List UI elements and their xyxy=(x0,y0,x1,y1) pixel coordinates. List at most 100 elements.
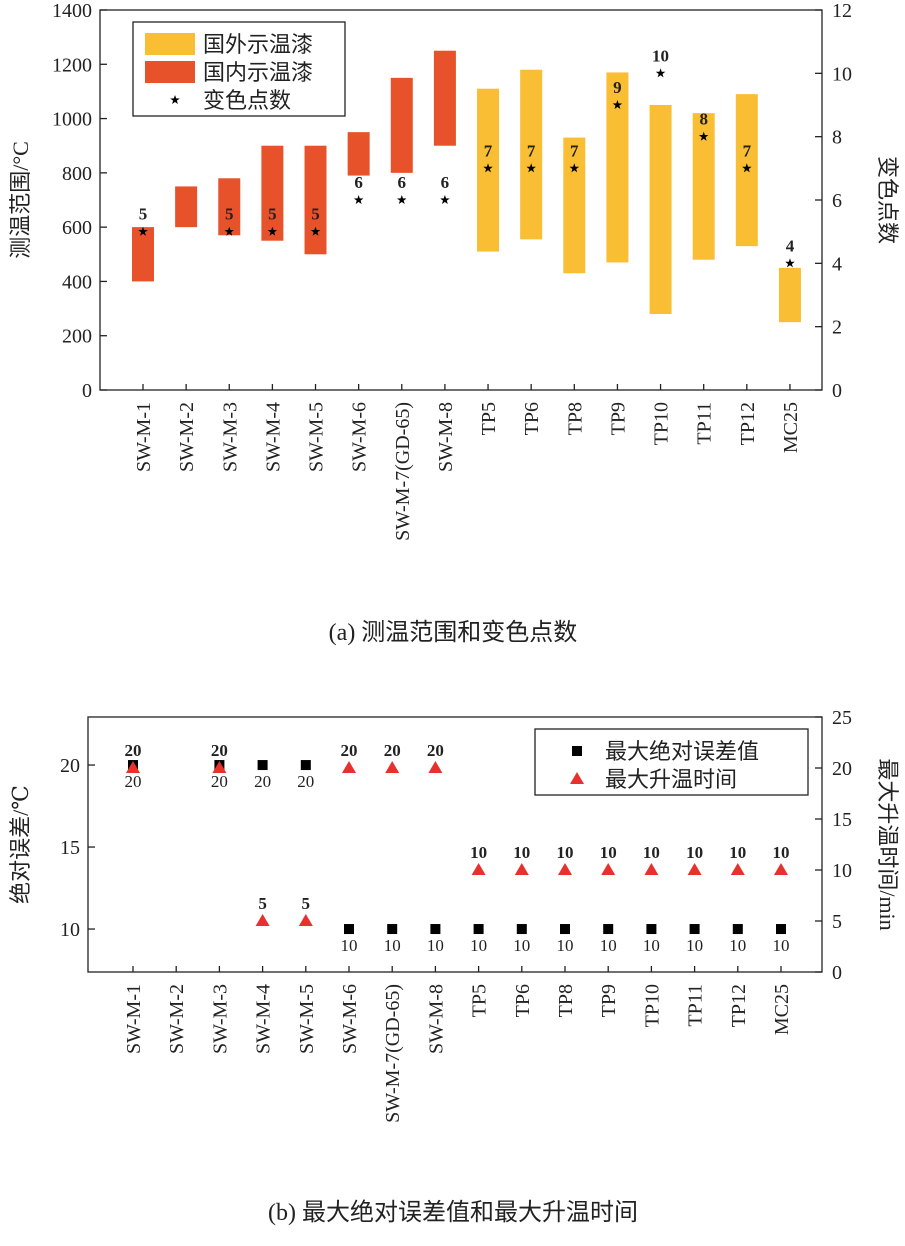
data-label: 20 xyxy=(254,772,271,791)
marker xyxy=(569,163,580,173)
range-bar xyxy=(347,132,370,176)
marker xyxy=(138,226,148,236)
range-bar xyxy=(649,105,672,314)
range-bar xyxy=(563,137,586,274)
y2-axis-label: 最大升温时间/min xyxy=(875,758,900,930)
marker xyxy=(687,863,702,875)
y-tick-label: 15 xyxy=(60,837,80,859)
data-label: 10 xyxy=(427,936,444,955)
x-tick-label: TP6 xyxy=(521,402,543,435)
data-label: 5 xyxy=(268,205,277,224)
range-bar xyxy=(175,186,198,228)
legend-label: 国内示温漆 xyxy=(203,60,313,85)
data-label: 10 xyxy=(470,843,487,862)
data-label: 10 xyxy=(557,843,574,862)
x-tick-label: SW-M-3 xyxy=(209,984,231,1054)
data-label: 20 xyxy=(211,741,228,760)
range-bar xyxy=(132,227,154,282)
x-tick-label: TP10 xyxy=(641,984,663,1027)
legend-marker xyxy=(572,746,582,756)
marker xyxy=(212,761,227,773)
marker xyxy=(224,226,234,236)
marker xyxy=(698,131,709,141)
y2-tick-label: 10 xyxy=(832,860,852,882)
legend-label: 变色点数 xyxy=(203,88,291,113)
data-label: 10 xyxy=(773,936,790,955)
marker xyxy=(428,761,443,773)
data-label: 5 xyxy=(225,205,234,224)
range-bar xyxy=(304,145,327,255)
y-axis-label: 测温范围/°C xyxy=(8,141,33,259)
range-bar xyxy=(520,69,543,240)
data-label: 20 xyxy=(125,772,142,791)
data-label: 20 xyxy=(427,741,444,760)
marker xyxy=(300,760,311,771)
legend-swatch xyxy=(145,61,195,83)
marker xyxy=(387,924,398,935)
x-tick-label: TP8 xyxy=(555,984,577,1017)
x-tick-label: SW-M-1 xyxy=(133,402,155,472)
chart-title: (b) 最大绝对误差值和最大升温时间 xyxy=(268,1199,638,1226)
marker xyxy=(430,924,441,935)
data-label: 6 xyxy=(441,173,450,192)
marker xyxy=(612,100,623,109)
y-tick-label: 800 xyxy=(62,163,92,185)
marker xyxy=(732,924,743,935)
x-tick-label: SW-M-2 xyxy=(176,402,198,472)
marker xyxy=(385,761,400,773)
data-label: 6 xyxy=(398,173,407,192)
data-label: 10 xyxy=(643,843,660,862)
x-tick-label: TP9 xyxy=(607,402,629,435)
x-tick-label: SW-M-4 xyxy=(253,984,275,1054)
x-tick-label: SW-M-5 xyxy=(306,402,328,472)
range-bar xyxy=(261,145,284,241)
data-label: 10 xyxy=(557,936,574,955)
legend-marker xyxy=(170,95,180,104)
marker xyxy=(742,163,752,173)
data-label: 10 xyxy=(600,936,617,955)
data-label: 5 xyxy=(258,894,267,913)
y-tick-label: 200 xyxy=(62,326,92,348)
marker xyxy=(558,863,572,875)
marker xyxy=(655,68,666,78)
data-label: 7 xyxy=(570,141,579,160)
marker xyxy=(774,863,788,875)
y2-tick-label: 2 xyxy=(832,317,842,339)
marker xyxy=(689,924,700,935)
range-bar xyxy=(778,267,801,323)
y-tick-label: 1200 xyxy=(52,54,92,76)
y-tick-label: 10 xyxy=(60,919,80,941)
y-tick-label: 1400 xyxy=(52,0,92,22)
data-label: 7 xyxy=(484,141,493,160)
marker xyxy=(646,924,657,935)
chart-title: (a) 测温范围和变色点数 xyxy=(329,619,578,646)
x-tick-label: TP11 xyxy=(694,402,716,445)
data-label: 5 xyxy=(139,205,148,224)
y2-tick-label: 5 xyxy=(832,911,842,933)
y2-tick-label: 10 xyxy=(832,63,852,85)
x-tick-label: TP12 xyxy=(737,402,759,445)
marker xyxy=(603,924,614,935)
x-tick-label: TP6 xyxy=(512,984,534,1017)
x-tick-label: SW-M-6 xyxy=(349,402,371,472)
data-label: 5 xyxy=(302,894,311,913)
x-tick-label: TP5 xyxy=(469,984,491,1017)
legend-label: 最大绝对误差值 xyxy=(605,739,759,764)
x-tick-label: SW-M-8 xyxy=(435,402,457,472)
marker xyxy=(342,761,356,773)
legend-swatch xyxy=(145,33,195,55)
marker xyxy=(440,195,450,204)
y2-axis-label: 变色点数 xyxy=(875,156,900,244)
marker xyxy=(644,863,659,875)
data-label: 10 xyxy=(600,843,617,862)
x-tick-label: MC25 xyxy=(780,402,802,453)
data-label: 9 xyxy=(613,78,622,97)
y2-tick-label: 20 xyxy=(832,758,852,780)
data-label: 7 xyxy=(743,141,752,160)
data-label: 10 xyxy=(341,936,358,955)
data-label: 10 xyxy=(643,936,660,955)
x-tick-label: SW-M-7(GD-65) xyxy=(392,402,414,541)
marker xyxy=(514,863,529,875)
data-label: 10 xyxy=(773,843,790,862)
range-bar xyxy=(606,72,629,263)
